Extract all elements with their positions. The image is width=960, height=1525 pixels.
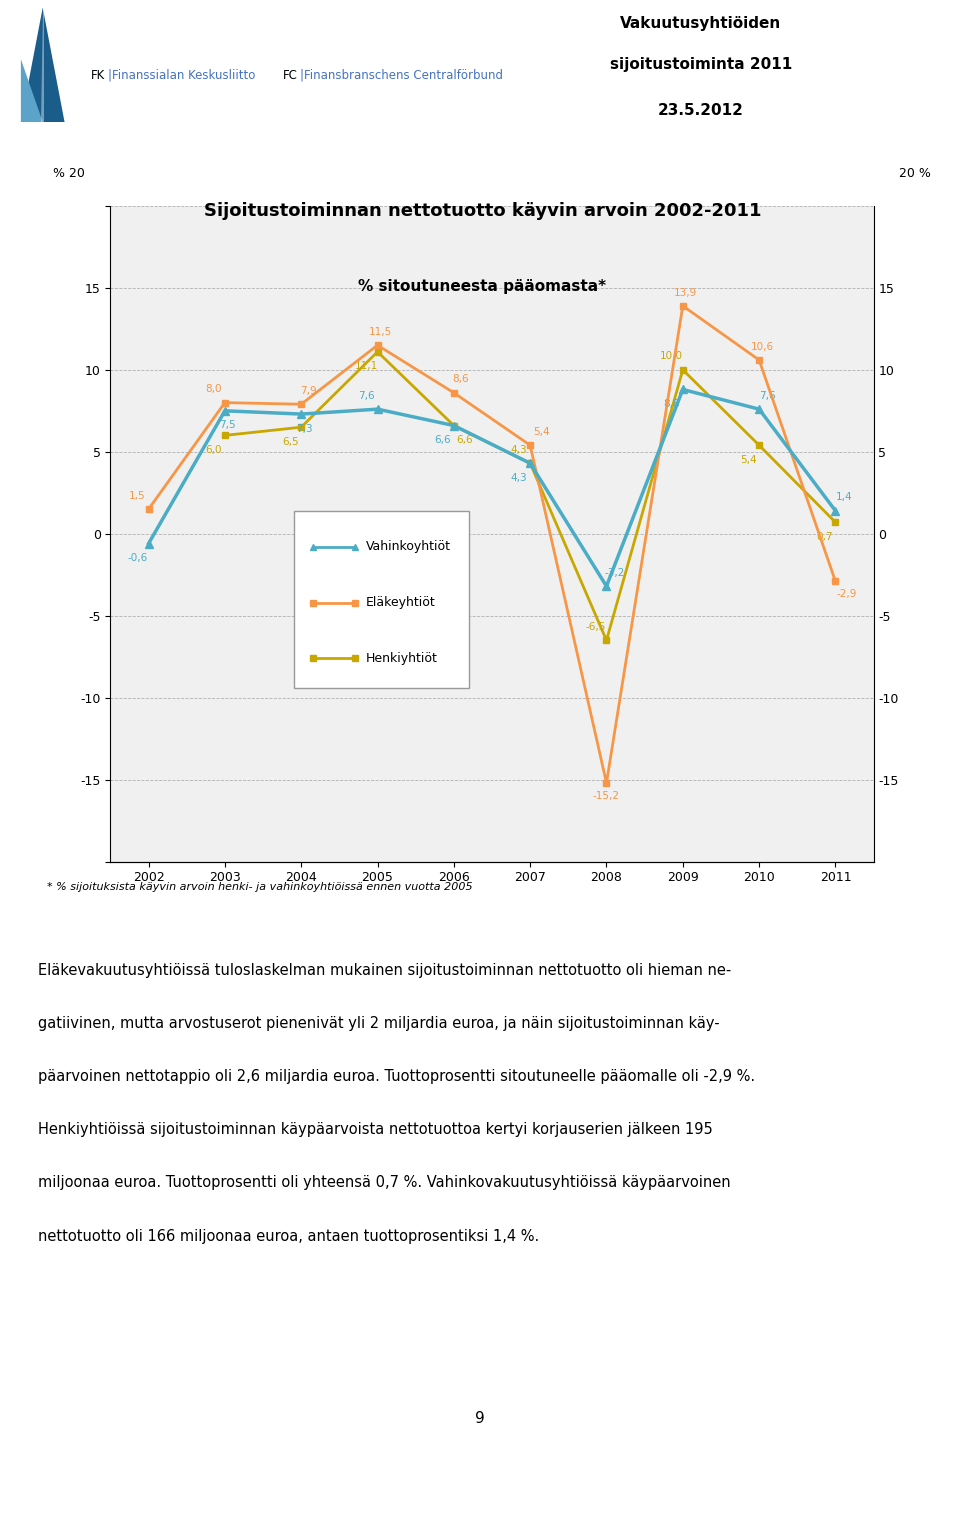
- Text: päarvoinen nettotappio oli 2,6 miljardia euroa. Tuottoprosentti sitoutuneelle pä: päarvoinen nettotappio oli 2,6 miljardia…: [38, 1069, 756, 1084]
- Text: 10,6: 10,6: [751, 342, 774, 352]
- Text: 7,5: 7,5: [219, 421, 236, 430]
- Text: 8,8: 8,8: [663, 400, 680, 409]
- Text: |Finanssialan Keskusliitto: |Finanssialan Keskusliitto: [108, 69, 259, 82]
- Text: Henkiyhtiöissä sijoitustoiminnan käypäarvoista nettotuottoa kertyi korjauserien : Henkiyhtiöissä sijoitustoiminnan käypäar…: [38, 1122, 713, 1138]
- Text: 20 %: 20 %: [899, 166, 931, 180]
- Text: gatiivinen, mutta arvostuserot pienenivät yli 2 miljardia euroa, ja näin sijoitu: gatiivinen, mutta arvostuserot pienenivä…: [38, 1016, 720, 1031]
- Text: 7,6: 7,6: [358, 390, 374, 401]
- Text: % sitoutuneesta pääomasta*: % sitoutuneesta pääomasta*: [358, 279, 607, 294]
- Text: 5,4: 5,4: [533, 427, 549, 436]
- Text: FC: FC: [283, 69, 298, 82]
- Text: 6,6: 6,6: [457, 435, 473, 445]
- Text: 0,7: 0,7: [816, 532, 832, 541]
- Text: -0,6: -0,6: [128, 554, 148, 563]
- Text: 7,6: 7,6: [759, 390, 776, 401]
- Text: -3,2: -3,2: [605, 567, 625, 578]
- Text: 23.5.2012: 23.5.2012: [658, 102, 744, 117]
- Text: 8,0: 8,0: [205, 384, 222, 395]
- Text: 6,6: 6,6: [435, 435, 451, 445]
- Text: Henkiyhtiöt: Henkiyhtiöt: [366, 651, 438, 665]
- Text: 11,5: 11,5: [369, 326, 392, 337]
- Text: -2,9: -2,9: [836, 589, 856, 599]
- Text: -15,2: -15,2: [593, 791, 620, 801]
- Text: 10,0: 10,0: [660, 351, 684, 361]
- Polygon shape: [21, 59, 42, 122]
- Text: 6,5: 6,5: [282, 436, 299, 447]
- Text: Sijoitustoiminnan nettotuotto käyvin arvoin 2002-2011: Sijoitustoiminnan nettotuotto käyvin arv…: [204, 203, 761, 220]
- Text: 8,6: 8,6: [452, 375, 469, 384]
- Text: % 20: % 20: [53, 166, 85, 180]
- Text: -6,5: -6,5: [586, 622, 606, 631]
- FancyBboxPatch shape: [294, 511, 469, 688]
- Text: 7,3: 7,3: [296, 424, 312, 433]
- Text: Eläkevakuutusyhtiöissä tuloslaskelman mukainen sijoitustoiminnan nettotuotto oli: Eläkevakuutusyhtiöissä tuloslaskelman mu…: [38, 962, 732, 978]
- Text: Vahinkoyhtiöt: Vahinkoyhtiöt: [366, 540, 451, 554]
- Text: miljoonaa euroa. Tuottoprosentti oli yhteensä 0,7 %. Vahinkovakuutusyhtiöissä kä: miljoonaa euroa. Tuottoprosentti oli yht…: [38, 1176, 731, 1191]
- Text: Vakuutusyhtiöiden: Vakuutusyhtiöiden: [620, 15, 781, 30]
- Text: FK: FK: [91, 69, 106, 82]
- Text: 1,4: 1,4: [835, 493, 852, 502]
- Text: 13,9: 13,9: [674, 288, 697, 297]
- Text: 9: 9: [475, 1411, 485, 1426]
- Text: 1,5: 1,5: [130, 491, 146, 500]
- Text: 7,9: 7,9: [300, 386, 317, 396]
- Text: |Finansbranschens Centralförbund: |Finansbranschens Centralförbund: [300, 69, 502, 82]
- Polygon shape: [41, 8, 44, 122]
- Text: sijoitustoiminta 2011: sijoitustoiminta 2011: [610, 58, 792, 72]
- Polygon shape: [21, 8, 64, 122]
- Text: 11,1: 11,1: [355, 361, 378, 371]
- Text: 4,3: 4,3: [511, 445, 527, 454]
- Text: Eläkeyhtiöt: Eläkeyhtiöt: [366, 596, 436, 608]
- Text: nettotuotto oli 166 miljoonaa euroa, antaen tuottoprosentiksi 1,4 %.: nettotuotto oli 166 miljoonaa euroa, ant…: [38, 1229, 540, 1243]
- Text: 4,3: 4,3: [511, 473, 527, 483]
- Text: * % sijoituksista käyvin arvoin henki- ja vahinkoyhtiöissä ennen vuotta 2005: * % sijoituksista käyvin arvoin henki- j…: [47, 883, 472, 892]
- Text: 5,4: 5,4: [740, 454, 756, 465]
- Text: 6,0: 6,0: [205, 445, 222, 454]
